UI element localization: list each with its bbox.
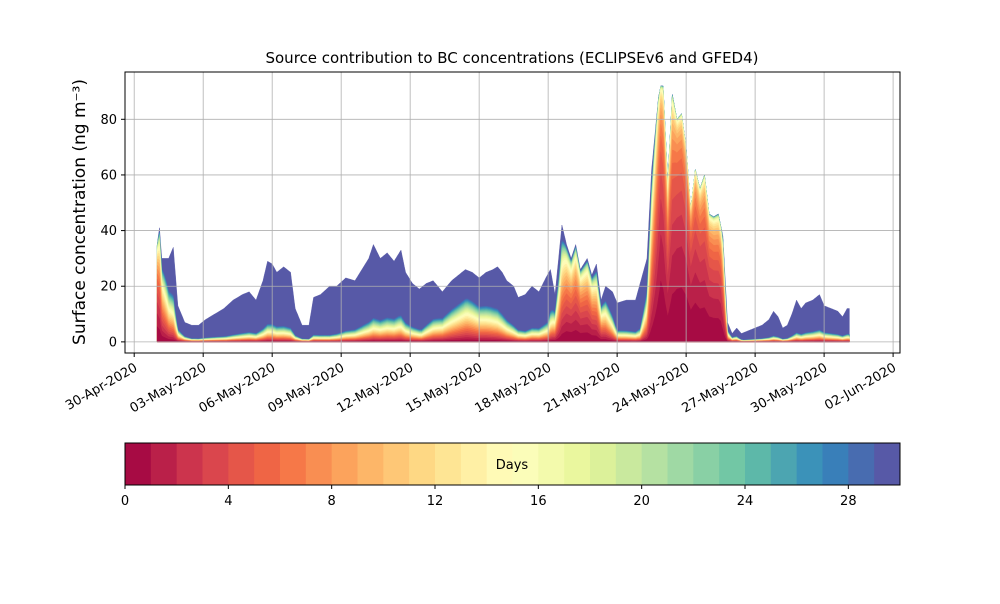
colorbar-tick-label-2: 8 xyxy=(328,494,336,509)
colorbar-cell-12 xyxy=(435,443,462,485)
x-tick-label-2: 06-May-2020 xyxy=(197,360,279,416)
x-tick-label-1: 03-May-2020 xyxy=(128,360,210,416)
y-tick-label-3: 60 xyxy=(100,168,117,183)
colorbar: Days 0 4 8 12 16 20 24 28 xyxy=(121,442,901,509)
colorbar-cell-18 xyxy=(590,443,617,485)
colorbar-cell-8 xyxy=(331,443,358,485)
colorbar-cell-11 xyxy=(409,443,436,485)
colorbar-cell-3 xyxy=(202,443,229,485)
colorbar-cell-26 xyxy=(796,443,823,485)
colorbar-cells xyxy=(125,443,901,485)
colorbar-cell-27 xyxy=(822,443,849,485)
colorbar-cell-4 xyxy=(228,443,255,485)
colorbar-cell-6 xyxy=(280,443,307,485)
colorbar-cell-0 xyxy=(125,443,152,485)
colorbar-cell-7 xyxy=(305,443,333,485)
colorbar-cell-22 xyxy=(693,443,720,485)
y-tick-label-2: 40 xyxy=(100,224,117,239)
colorbar-cell-23 xyxy=(719,443,746,485)
area-band-day-29 xyxy=(157,85,850,343)
axes-frame xyxy=(124,71,901,354)
colorbar-tick-label-1: 4 xyxy=(224,494,232,509)
plot-area: 02040608030-Apr-202003-May-202006-May-20… xyxy=(63,71,901,416)
x-tick-label-4: 12-May-2020 xyxy=(334,360,416,416)
x-tick-label-11: 02-Jun-2020 xyxy=(822,360,899,413)
colorbar-cell-15 xyxy=(512,443,539,485)
x-tick-label-6: 18-May-2020 xyxy=(472,360,554,416)
colorbar-cell-14 xyxy=(486,443,513,485)
colorbar-cell-16 xyxy=(538,443,565,485)
y-tick-label-1: 20 xyxy=(100,280,117,295)
colorbar-cell-21 xyxy=(667,443,694,485)
colorbar-cell-2 xyxy=(176,443,203,485)
colorbar-cell-19 xyxy=(615,443,643,485)
colorbar-cell-1 xyxy=(150,443,178,485)
colorbar-tick-label-5: 20 xyxy=(633,494,650,509)
x-tick-label-8: 24-May-2020 xyxy=(610,360,692,416)
y-tick-label-0: 0 xyxy=(109,335,117,350)
colorbar-tick-label-6: 24 xyxy=(737,494,754,509)
colorbar-cell-28 xyxy=(848,443,875,485)
colorbar-tick-label-7: 28 xyxy=(840,494,857,509)
chart-title: Source contribution to BC concentrations… xyxy=(265,49,758,67)
stacked-area-group xyxy=(157,85,850,343)
x-tick-label-9: 27-May-2020 xyxy=(679,360,761,416)
colorbar-cell-5 xyxy=(254,443,281,485)
colorbar-cell-17 xyxy=(564,443,591,485)
x-tick-label-5: 15-May-2020 xyxy=(403,360,485,416)
colorbar-cell-25 xyxy=(770,443,798,485)
colorbar-tick-label-3: 12 xyxy=(427,494,444,509)
colorbar-tick-label-0: 0 xyxy=(121,494,129,509)
colorbar-cell-10 xyxy=(383,443,410,485)
y-axis-label: Surface concentration (ng m⁻³) xyxy=(70,79,90,345)
colorbar-cell-29 xyxy=(874,443,901,485)
colorbar-cell-9 xyxy=(357,443,384,485)
colorbar-cell-20 xyxy=(641,443,668,485)
colorbar-cell-13 xyxy=(460,443,488,485)
grid-lines xyxy=(125,72,900,353)
colorbar-cell-24 xyxy=(745,443,772,485)
x-tick-label-7: 21-May-2020 xyxy=(541,360,623,416)
y-tick-label-4: 80 xyxy=(100,113,117,128)
x-tick-label-10: 30-May-2020 xyxy=(748,360,830,416)
colorbar-tick-label-4: 16 xyxy=(530,494,547,509)
colorbar-frame xyxy=(124,442,901,486)
colorbar-label: Days xyxy=(496,458,529,473)
x-tick-label-3: 09-May-2020 xyxy=(265,360,347,416)
